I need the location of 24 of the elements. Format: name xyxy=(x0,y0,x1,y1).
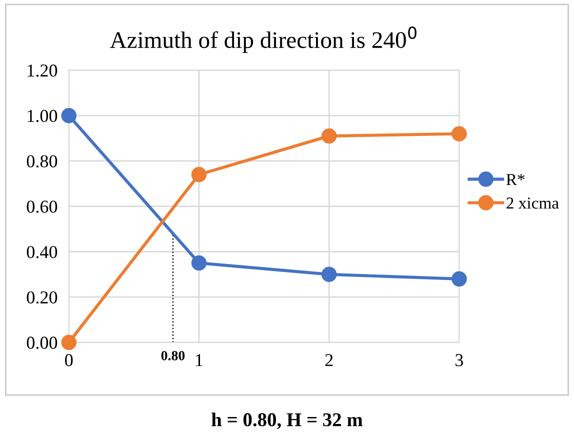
point xyxy=(191,255,207,271)
chart-title: Azimuth of dip direction is 240$^{0}$ xyxy=(110,26,416,53)
point xyxy=(321,128,337,144)
y-tick-label: 0.40 xyxy=(26,246,58,258)
point xyxy=(452,271,467,287)
point xyxy=(61,334,77,350)
y-tick-label: 0.80 xyxy=(26,155,58,168)
point xyxy=(321,266,337,282)
y-tick-label: 0.20 xyxy=(26,291,58,304)
point xyxy=(61,108,77,124)
point xyxy=(452,126,467,142)
legend-label: R* xyxy=(506,174,525,186)
legend-label: 2 xicma xyxy=(506,198,559,209)
y-tick-label: 1.20 xyxy=(28,64,58,77)
x-tick-label: 2 xyxy=(325,354,333,366)
ref-line-label: 0.80 xyxy=(161,350,185,360)
y-tick-label: 0.60 xyxy=(26,200,58,213)
x-tick-label: 0 xyxy=(65,354,73,366)
text: h = 0.80, H = 32 m xyxy=(212,412,363,430)
x-tick-label: 3 xyxy=(456,354,464,366)
y-tick-label: 1.00 xyxy=(28,110,58,122)
x-tick-label: 1 xyxy=(196,354,202,366)
point xyxy=(191,166,207,182)
y-tick-label: 0.00 xyxy=(26,336,58,349)
